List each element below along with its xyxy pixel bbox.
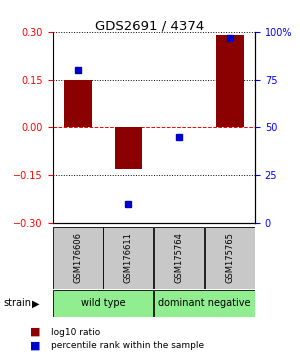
Bar — [53, 290, 154, 317]
Bar — [115, 127, 142, 169]
Text: ■: ■ — [30, 327, 40, 337]
Text: ■: ■ — [30, 340, 40, 350]
Bar — [205, 227, 255, 289]
Text: percentile rank within the sample: percentile rank within the sample — [51, 341, 204, 350]
Bar — [216, 35, 244, 127]
Text: dominant negative: dominant negative — [158, 298, 250, 308]
Text: strain: strain — [3, 298, 31, 308]
Text: GSM175764: GSM175764 — [175, 232, 184, 283]
Text: log10 ratio: log10 ratio — [51, 327, 100, 337]
Bar — [154, 227, 204, 289]
Text: wild type: wild type — [81, 298, 125, 308]
Text: GSM175765: GSM175765 — [225, 232, 234, 283]
Bar — [53, 227, 103, 289]
Text: ▶: ▶ — [32, 298, 39, 308]
Text: GSM176611: GSM176611 — [124, 232, 133, 283]
Text: GDS2691 / 4374: GDS2691 / 4374 — [95, 19, 205, 33]
Bar — [64, 80, 92, 127]
Text: GSM176606: GSM176606 — [73, 232, 82, 283]
Bar — [154, 290, 255, 317]
Bar — [103, 227, 154, 289]
